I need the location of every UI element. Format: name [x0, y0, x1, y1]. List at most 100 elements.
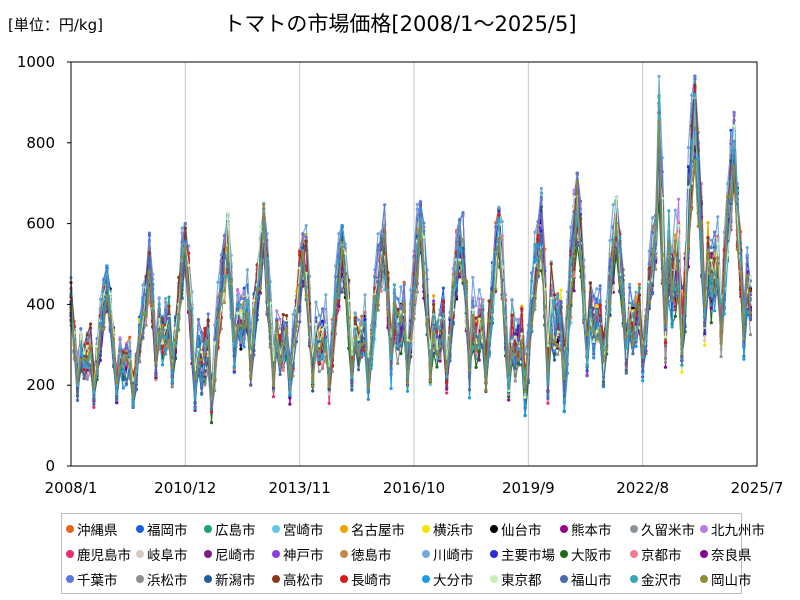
data-point — [477, 288, 481, 292]
data-point — [239, 296, 243, 301]
data-point — [650, 216, 655, 220]
data-point — [709, 246, 713, 250]
data-point — [324, 293, 328, 297]
data-point — [745, 256, 749, 260]
data-point — [559, 288, 563, 292]
data-point — [236, 293, 240, 297]
data-point — [245, 268, 249, 272]
data-point — [732, 110, 736, 115]
data-point — [304, 239, 308, 243]
data-point — [673, 314, 677, 318]
data-point — [222, 247, 227, 251]
data-point — [320, 319, 325, 323]
data-point — [709, 251, 713, 255]
data-point — [242, 297, 246, 301]
data-point — [320, 307, 325, 311]
data-point — [494, 225, 498, 229]
data-point — [536, 223, 540, 227]
data-point — [474, 365, 478, 369]
data-point — [379, 233, 383, 237]
data-point — [690, 93, 694, 97]
data-point — [500, 220, 504, 224]
data-point — [611, 203, 615, 207]
data-point — [628, 286, 632, 290]
data-point — [729, 128, 733, 132]
data-point — [592, 295, 596, 299]
data-point — [317, 369, 321, 374]
data-point — [396, 297, 400, 301]
data-point — [281, 368, 285, 372]
chart-title: トマトの市場価格[2008/1～2025/5] — [223, 12, 577, 36]
data-point — [219, 258, 223, 262]
data-point — [177, 275, 181, 279]
data-point — [271, 389, 276, 393]
data-point — [337, 242, 341, 246]
data-point — [275, 309, 279, 313]
data-point — [425, 277, 429, 281]
data-point — [239, 340, 243, 344]
data-point — [575, 171, 579, 175]
data-point — [670, 250, 674, 254]
data-point — [92, 405, 96, 409]
data-point — [340, 277, 344, 282]
data-point — [533, 230, 537, 234]
data-point — [677, 220, 681, 224]
data-point — [611, 287, 615, 291]
data-point — [213, 323, 217, 327]
data-point — [242, 289, 246, 294]
data-point — [650, 230, 655, 234]
data-point — [317, 323, 321, 327]
data-point — [673, 208, 677, 212]
data-point — [451, 267, 455, 271]
data-point — [703, 331, 707, 336]
data-point — [693, 74, 697, 78]
unit-label: [単位：円/kg] — [8, 16, 103, 34]
data-point — [232, 367, 236, 372]
data-point — [160, 317, 165, 321]
data-point — [98, 353, 102, 357]
data-point — [703, 343, 707, 347]
data-point — [631, 306, 635, 310]
data-point — [347, 278, 351, 282]
data-point — [516, 324, 521, 328]
data-point — [598, 284, 602, 288]
data-point — [311, 389, 315, 393]
series-layer — [69, 74, 753, 425]
data-point — [363, 317, 367, 321]
data-point — [203, 383, 207, 387]
data-point — [637, 282, 642, 286]
data-point — [474, 304, 478, 308]
data-point — [376, 248, 380, 252]
data-point — [271, 395, 276, 399]
data-point — [278, 327, 282, 331]
data-point — [441, 286, 445, 290]
data-point — [170, 385, 174, 389]
data-point — [539, 186, 544, 191]
data-point — [435, 365, 439, 369]
data-point — [726, 182, 730, 186]
data-point — [236, 288, 240, 292]
data-point — [539, 229, 544, 233]
data-point — [180, 226, 184, 230]
data-point — [748, 333, 753, 337]
data-point — [301, 238, 305, 242]
data-point — [579, 199, 583, 203]
data-point — [428, 382, 432, 387]
data-point — [507, 398, 511, 402]
data-point — [399, 352, 403, 356]
data-point — [572, 274, 576, 279]
data-point — [144, 323, 148, 327]
data-point — [115, 401, 119, 405]
data-point — [516, 361, 521, 365]
data-point — [481, 300, 485, 304]
data-point — [383, 203, 387, 207]
data-point — [147, 251, 151, 255]
data-point — [513, 317, 517, 321]
data-point — [164, 297, 168, 301]
data-point — [147, 231, 151, 235]
data-point — [327, 387, 331, 392]
data-point — [242, 286, 246, 290]
data-point — [314, 300, 318, 304]
data-point — [500, 234, 504, 238]
